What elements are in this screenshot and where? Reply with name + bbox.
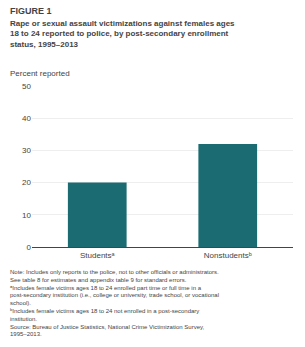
svg-text:10: 10 <box>22 211 31 220</box>
svg-text:20: 20 <box>22 178 31 187</box>
svg-text:Nonstudentsᵇ: Nonstudentsᵇ <box>204 251 252 260</box>
svg-text:FIGURE 1: FIGURE 1 <box>10 6 52 16</box>
svg-text:Percent reported: Percent reported <box>10 69 70 78</box>
svg-text:40: 40 <box>22 114 31 123</box>
svg-text:Rape or sexual assault victimi: Rape or sexual assault victimizations ag… <box>10 19 235 49</box>
svg-text:Note: Includes only reports to: Note: Includes only reports to the polic… <box>10 269 219 337</box>
svg-text:Studentsᵃ: Studentsᵃ <box>80 251 116 260</box>
svg-text:0: 0 <box>27 243 32 252</box>
svg-text:50: 50 <box>22 82 31 91</box>
svg-text:30: 30 <box>22 146 31 155</box>
